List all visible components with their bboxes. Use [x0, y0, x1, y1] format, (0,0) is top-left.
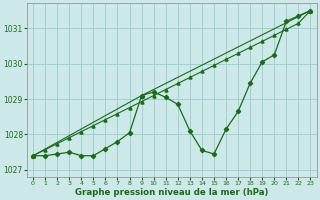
X-axis label: Graphe pression niveau de la mer (hPa): Graphe pression niveau de la mer (hPa) [75, 188, 268, 197]
